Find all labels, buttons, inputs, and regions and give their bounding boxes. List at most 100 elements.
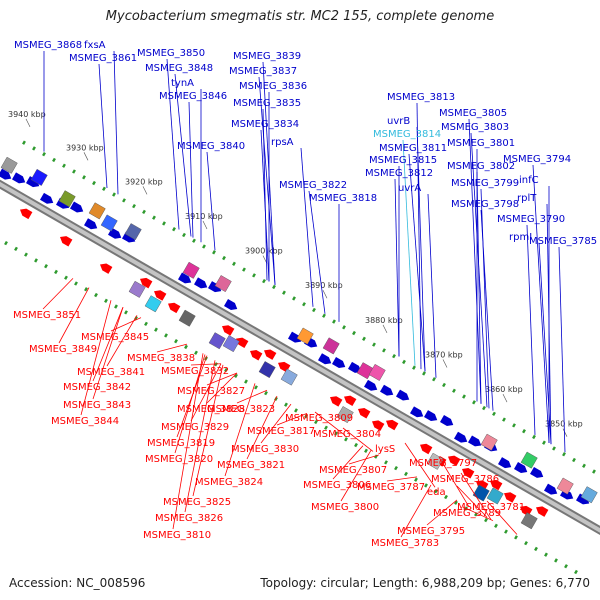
forward-gene-label: MSMEG_3818 bbox=[309, 193, 377, 204]
reverse-label-leader bbox=[80, 300, 112, 416]
reverse-gene-arrow bbox=[536, 506, 549, 517]
tick-dot-lower bbox=[72, 169, 76, 174]
forward-gene-label: MSMEG_3815 bbox=[369, 155, 437, 166]
kbp-tick-label: 3910 kbp bbox=[185, 212, 223, 221]
reverse-gene-arrow bbox=[20, 208, 33, 220]
forward-gene-label: MSMEG_3814 bbox=[373, 129, 441, 140]
reverse-gene-label: MSMEG_3786 bbox=[431, 474, 499, 485]
tick-dot-upper bbox=[4, 240, 8, 246]
tick-dot-lower bbox=[192, 238, 196, 243]
tick-dot-lower bbox=[82, 175, 86, 180]
tick-dot-lower bbox=[222, 255, 226, 261]
forward-gene-block bbox=[520, 451, 538, 469]
tick-dot-lower bbox=[552, 446, 556, 451]
tick-dot-lower bbox=[342, 325, 346, 330]
forward-gene-block bbox=[58, 190, 76, 208]
forward-gene-block bbox=[368, 363, 386, 381]
forward-gene-label: MSMEG_3835 bbox=[233, 98, 301, 109]
tick-dot-lower bbox=[562, 452, 566, 457]
tick-dot-lower bbox=[32, 146, 36, 151]
tick-dot-lower bbox=[62, 163, 66, 168]
tick-dot-lower bbox=[292, 296, 296, 301]
forward-label-leader bbox=[258, 76, 276, 285]
reverse-gene-arrow bbox=[520, 505, 533, 517]
forward-gene-block bbox=[556, 477, 574, 495]
reverse-gene-label: MSMEG_3820 bbox=[145, 454, 213, 465]
reverse-gene-label: MSMEG_3826 bbox=[155, 513, 223, 524]
forward-label-leader bbox=[402, 139, 416, 366]
forward-gene-label: MSMEG_3812 bbox=[365, 168, 433, 179]
reverse-gene-arrow bbox=[330, 396, 343, 407]
reverse-gene-arrow bbox=[386, 419, 399, 431]
reverse-gene-label: MSMEG_3843 bbox=[63, 400, 131, 411]
kbp-tick-label: 3930 kbp bbox=[66, 143, 104, 152]
forward-gene-label: MSMEG_3799 bbox=[451, 178, 519, 189]
forward-label-leader bbox=[113, 50, 119, 195]
forward-gene-label: MSMEG_3822 bbox=[279, 180, 347, 191]
reverse-label-leader bbox=[342, 427, 374, 452]
tick-dot-lower bbox=[542, 440, 546, 445]
forward-label-leader bbox=[476, 171, 482, 404]
kbp-tick-line bbox=[25, 118, 31, 127]
forward-gene-label: MSMEG_3861 bbox=[69, 53, 137, 64]
forward-gene-label: rpmI bbox=[509, 232, 532, 243]
forward-gene-arrow bbox=[122, 231, 136, 243]
tick-dot-lower bbox=[182, 232, 186, 238]
forward-label-leader bbox=[468, 118, 482, 404]
forward-label-leader bbox=[260, 129, 270, 282]
tick-dot-lower bbox=[152, 215, 156, 220]
forward-gene-arrow bbox=[348, 361, 362, 373]
forward-gene-label: infC bbox=[519, 175, 539, 186]
reverse-label-leader bbox=[184, 360, 216, 513]
reverse-label-leader bbox=[224, 383, 256, 477]
forward-gene-arrow bbox=[194, 277, 208, 289]
reverse-gene-label: MSMEG_3800 bbox=[311, 502, 379, 513]
tick-dot-lower bbox=[252, 273, 256, 278]
reverse-gene-label: MSMEG_3821 bbox=[217, 460, 285, 471]
reverse-gene-arrow bbox=[236, 337, 249, 349]
forward-label-leader bbox=[206, 151, 216, 251]
reverse-gene-label: MSMEG_3789 bbox=[433, 508, 501, 519]
reverse-label-leader bbox=[314, 411, 346, 436]
tick-dot-upper bbox=[14, 246, 18, 252]
backbone-core bbox=[0, 181, 600, 533]
reverse-label-leader bbox=[246, 395, 278, 460]
tick-dot-lower bbox=[302, 302, 306, 307]
reverse-gene-label: MSMEG_3838 bbox=[127, 353, 195, 364]
tick-dot-lower bbox=[362, 336, 366, 342]
reverse-gene-label: MSMEG_3825 bbox=[163, 497, 231, 508]
reverse-label-leader bbox=[260, 403, 292, 444]
forward-gene-block bbox=[182, 261, 200, 279]
forward-gene-block bbox=[480, 433, 498, 451]
reverse-gene-block bbox=[472, 484, 490, 502]
tick-dot-upper bbox=[164, 333, 168, 338]
tick-dot-upper bbox=[224, 367, 228, 373]
reverse-gene-block bbox=[178, 309, 196, 327]
tick-dot-lower bbox=[102, 186, 106, 191]
kbp-tick-line bbox=[142, 186, 148, 195]
reverse-label-leader bbox=[340, 450, 372, 502]
tick-dot-upper bbox=[174, 339, 178, 344]
tick-dot-lower bbox=[282, 290, 286, 295]
forward-label-leader bbox=[416, 126, 426, 372]
forward-label-leader bbox=[394, 178, 400, 357]
forward-label-leader bbox=[174, 73, 192, 237]
forward-gene-label: MSMEG_3790 bbox=[497, 214, 565, 225]
reverse-gene-block bbox=[258, 361, 276, 379]
forward-gene-labels: MSMEG_3868 fxsA MSMEG_3861 MSMEG_3850 MSMEG_… bbox=[14, 40, 597, 453]
tick-dot-upper bbox=[534, 546, 538, 552]
forward-gene-label: MSMEG_3798 bbox=[451, 199, 519, 210]
tick-dot-upper bbox=[294, 408, 298, 413]
forward-gene-label: rpsA bbox=[271, 137, 294, 148]
forward-gene-block bbox=[296, 327, 314, 345]
tick-dot-lower bbox=[242, 267, 246, 272]
reverse-label-leader bbox=[42, 278, 74, 310]
reverse-label-leader bbox=[460, 472, 492, 520]
tick-dot-lower bbox=[442, 382, 446, 388]
forward-label-leader bbox=[558, 246, 566, 453]
tick-dot-upper bbox=[564, 564, 568, 569]
tick-dot-upper bbox=[384, 460, 388, 465]
forward-label-leader bbox=[262, 108, 268, 281]
kbp-tick-line bbox=[442, 359, 448, 368]
